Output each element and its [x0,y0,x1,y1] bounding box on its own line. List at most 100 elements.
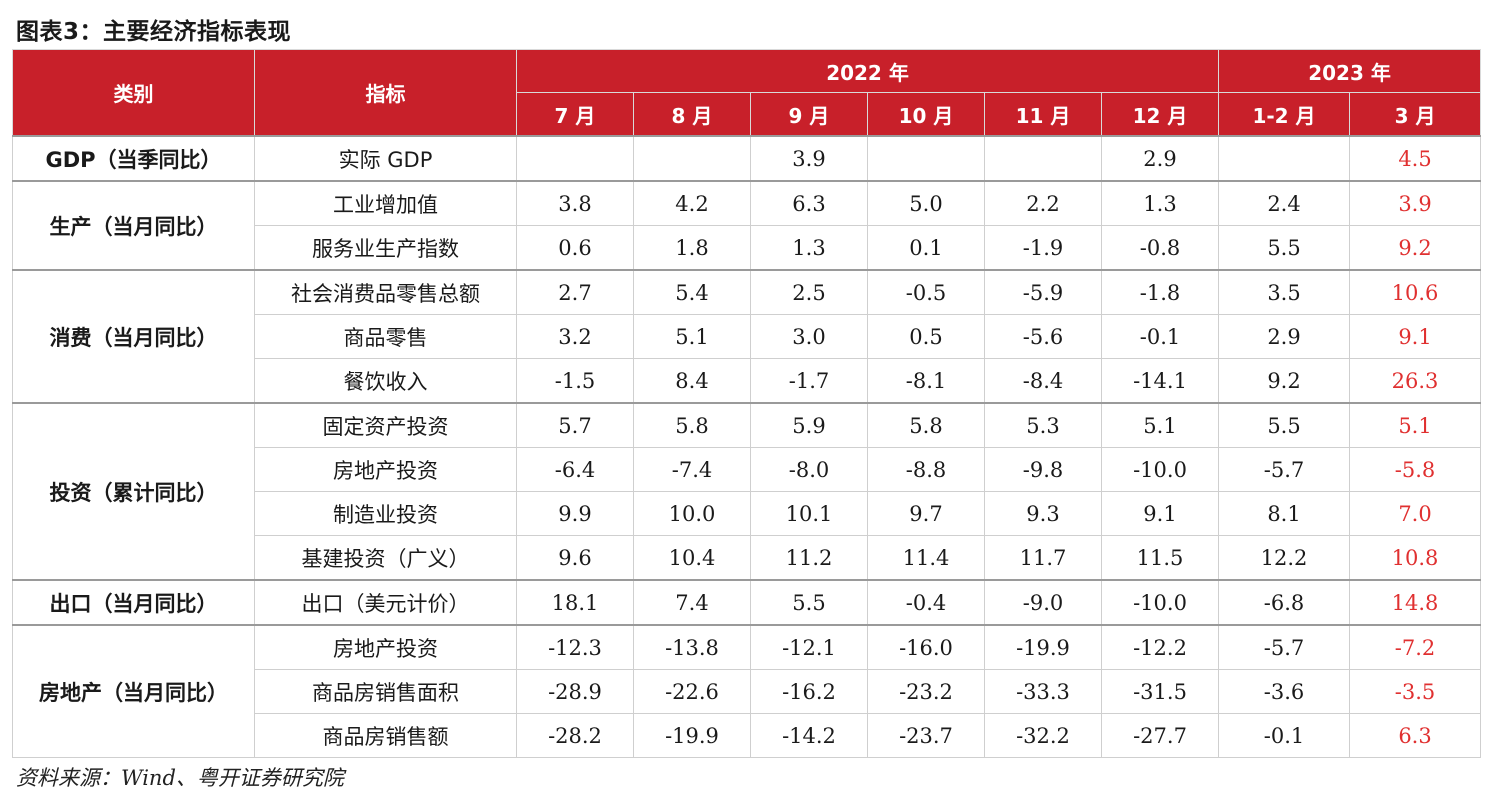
header-month: 10 月 [867,92,985,137]
indicator-cell: 商品零售 [254,314,517,359]
value-cell: 10.8 [1349,535,1482,581]
value-cell: 1.3 [1100,180,1220,226]
value-cell: -8.4 [984,358,1102,404]
category-cell: 消费（当月同比） [12,269,255,404]
value-cell: 1.8 [633,225,751,271]
value-cell: -19.9 [633,713,751,758]
value-cell: 11.2 [750,535,868,581]
value-cell: -32.2 [984,713,1102,758]
value-cell: 2.7 [516,269,634,315]
value-cell: 3.8 [516,180,634,226]
value-cell: -28.9 [516,669,634,714]
economic-indicators-table: 类别 指标 2022 年 2023 年 7 月 8 月 9 月 10 月 11 … [12,49,1482,758]
value-cell: -7.2 [1349,624,1482,670]
indicator-cell: 社会消费品零售总额 [254,269,517,315]
table-row: 出口（当月同比） 出口（美元计价） 18.1 7.4 5.5 -0.4 -9.0 -10.0-… [12,579,1482,626]
value-cell: 5.5 [750,579,868,626]
value-cell: 18.1 [516,579,634,626]
value-cell: 5.1 [1100,402,1220,448]
value-cell: 5.4 [633,269,751,315]
value-cell: 5.7 [516,402,634,448]
value-cell: 3.0 [750,314,868,359]
header-month: 7 月 [516,92,634,137]
header-month: 8 月 [633,92,751,137]
value-cell: 6.3 [750,180,868,226]
value-cell: -1.5 [516,358,634,404]
value-cell: -8.8 [867,447,985,492]
value-cell: 5.5 [1218,225,1351,271]
indicator-cell: 固定资产投资 [254,402,517,448]
indicator-cell: 实际 GDP [254,135,517,182]
value-cell: 3.5 [1218,269,1351,315]
value-cell: -5.9 [984,269,1102,315]
header-month: 12 月 [1100,92,1220,137]
value-cell: -1.7 [750,358,868,404]
table-row: 房地产（当月同比） 房地产投资 -12.3 -13.8 -12.1 -16.0 -19.9-… [12,624,1482,758]
value-cell: 5.5 [1218,402,1351,448]
value-cell: 6.3 [1349,713,1482,758]
table-row: GDP（当季同比） 实际 GDP 3.9 2.9 4.5 [12,135,1482,182]
value-cell: 5.8 [633,402,751,448]
value-cell: -7.4 [633,447,751,492]
value-cell: -27.7 [1100,713,1220,758]
header-year-2023: 2023 年 [1218,49,1482,93]
value-cell: 2.4 [1218,180,1351,226]
value-cell: 2.5 [750,269,868,315]
header-year-2022: 2022 年 [515,49,1220,93]
value-cell: 8.1 [1218,491,1351,536]
value-cell: 0.6 [516,225,634,271]
value-cell: 2.2 [984,180,1102,226]
value-cell: -0.1 [1218,713,1351,758]
value-cell [1218,135,1351,182]
value-cell: 7.0 [1349,491,1482,536]
header-category: 类别 [12,49,255,137]
value-cell: 5.0 [867,180,985,226]
header-month: 3 月 [1349,92,1482,137]
value-cell: 14.8 [1349,579,1482,626]
value-cell: 5.3 [984,402,1102,448]
value-cell: 5.9 [750,402,868,448]
value-cell: -14.1 [1100,358,1220,404]
table-row: 商品房销售面积 -28.9 -22.6 -16.2 -23.2 -33.3 -31.5 -3.… [13,669,1482,714]
value-cell: 4.5 [1349,135,1482,182]
value-cell: 12.2 [1218,535,1351,581]
indicator-cell: 餐饮收入 [254,358,517,404]
value-cell: -19.9 [984,624,1102,670]
indicator-cell: 服务业生产指数 [254,225,517,271]
table-row: 投资（累计同比） 固定资产投资 5.7 5.8 5.9 5.8 5.3 5.1 5.5 5.1 [12,402,1482,581]
table-row: 生产（当月同比） 工业增加值 3.8 4.2 6.3 5.0 2.2 1.3 2.4 3.9 [12,180,1482,271]
value-cell: -1.9 [984,225,1102,271]
value-cell: 4.2 [633,180,751,226]
value-cell: -5.7 [1218,447,1351,492]
value-cell: 7.4 [633,579,751,626]
value-cell: -6.4 [516,447,634,492]
value-cell: 5.1 [633,314,751,359]
value-cell: -3.5 [1349,669,1482,714]
value-cell: -1.8 [1100,269,1220,315]
indicator-cell: 商品房销售额 [254,713,517,758]
value-cell: 9.2 [1218,358,1351,404]
category-cell: 房地产（当月同比） [12,624,255,758]
indicator-cell: 工业增加值 [254,180,517,226]
value-cell: 2.9 [1218,314,1351,359]
value-cell: -12.2 [1100,624,1220,670]
table-header: 类别 指标 2022 年 2023 年 7 月 8 月 9 月 10 月 11 … [12,49,1482,137]
value-cell: 9.1 [1349,314,1482,359]
indicator-cell: 出口（美元计价） [254,579,517,626]
value-cell: 10.0 [633,491,751,536]
category-cell: 生产（当月同比） [12,180,255,271]
value-cell: -23.2 [867,669,985,714]
indicator-cell: 房地产投资 [254,447,517,492]
value-cell: -33.3 [984,669,1102,714]
table-row: 商品零售 3.2 5.1 3.0 0.5 -5.6 -0.1 2.9 9.1 [13,314,1482,359]
header-month: 1-2 月 [1218,92,1351,137]
value-cell: 11.4 [867,535,985,581]
indicator-cell: 制造业投资 [254,491,517,536]
category-cell: 出口（当月同比） [12,579,255,626]
value-cell: 10.1 [750,491,868,536]
value-cell [984,135,1102,182]
value-cell: 9.7 [867,491,985,536]
value-cell: -16.2 [750,669,868,714]
value-cell: -12.1 [750,624,868,670]
value-cell: 9.6 [516,535,634,581]
